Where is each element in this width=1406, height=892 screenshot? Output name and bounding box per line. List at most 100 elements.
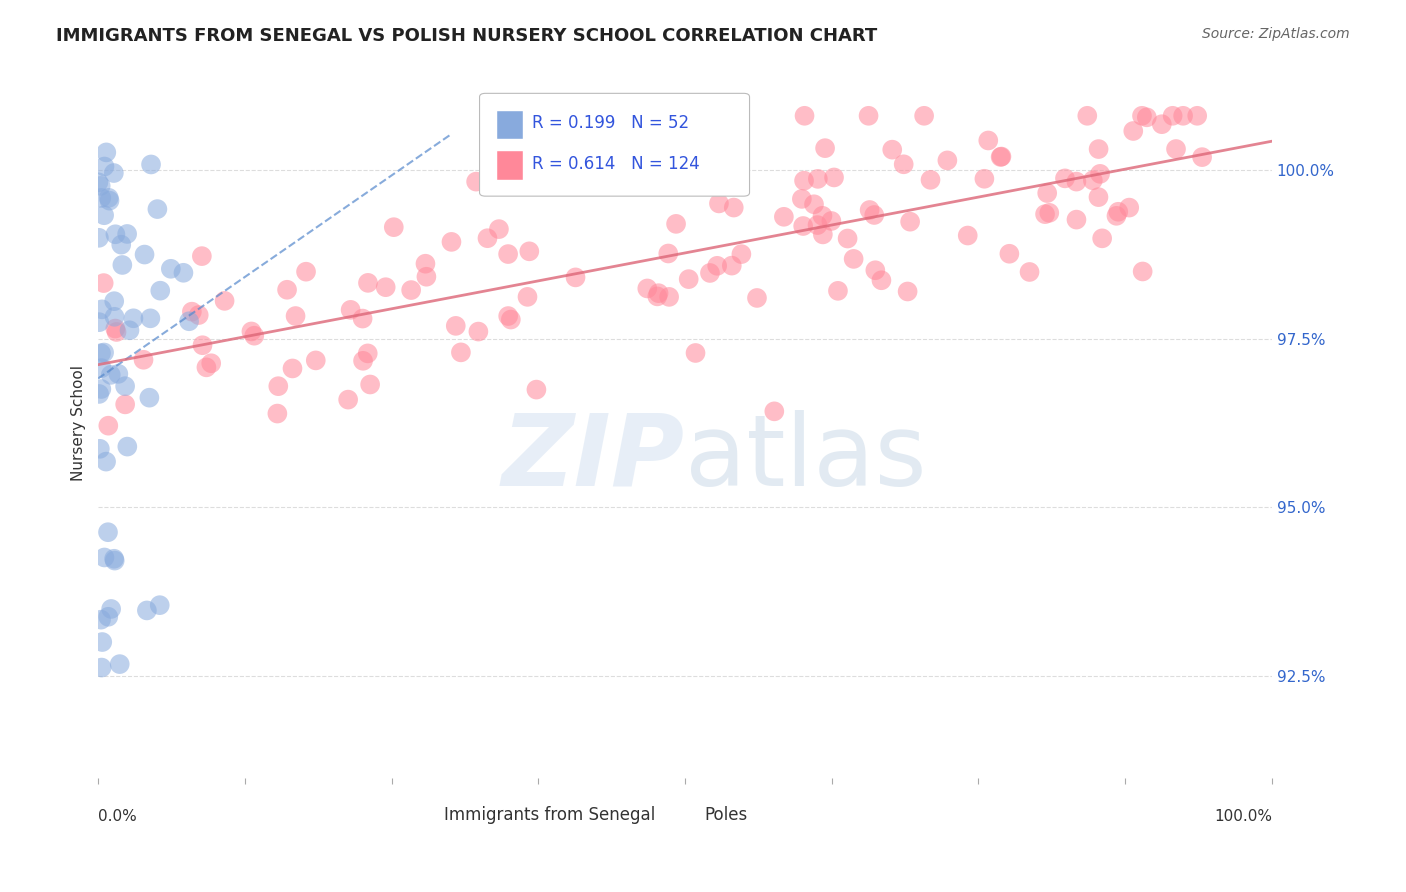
- Point: [773, 210, 796, 224]
- Point: [104, 227, 127, 242]
- Point: [1161, 109, 1184, 123]
- Point: [118, 323, 141, 337]
- Point: [526, 383, 548, 397]
- Text: R = 0.199   N = 52: R = 0.199 N = 52: [533, 114, 689, 132]
- Point: [859, 202, 882, 217]
- Point: [135, 603, 157, 617]
- Point: [658, 290, 681, 304]
- Point: [90, 178, 112, 193]
- Point: [1018, 265, 1040, 279]
- Point: [973, 171, 995, 186]
- Point: [90, 660, 112, 674]
- Point: [564, 270, 586, 285]
- Point: [89, 442, 111, 456]
- Text: ZIP: ZIP: [502, 410, 685, 507]
- Point: [499, 312, 522, 326]
- Point: [93, 345, 115, 359]
- Point: [305, 353, 328, 368]
- Point: [730, 247, 752, 261]
- Point: [89, 315, 111, 329]
- Point: [87, 231, 110, 245]
- Point: [103, 166, 125, 180]
- Point: [1036, 186, 1059, 200]
- Point: [104, 553, 127, 567]
- Point: [1185, 109, 1208, 123]
- Point: [516, 290, 538, 304]
- Point: [1081, 173, 1104, 187]
- Point: [1053, 171, 1076, 186]
- Point: [138, 391, 160, 405]
- Point: [115, 227, 138, 241]
- Point: [90, 346, 112, 360]
- Point: [956, 228, 979, 243]
- Point: [195, 360, 218, 375]
- Point: [191, 249, 214, 263]
- Point: [295, 265, 318, 279]
- Point: [149, 284, 172, 298]
- Point: [793, 174, 815, 188]
- Point: [111, 258, 134, 272]
- Point: [977, 133, 1000, 147]
- Point: [1091, 231, 1114, 245]
- Point: [117, 440, 139, 454]
- Point: [1088, 167, 1111, 181]
- Point: [91, 302, 114, 317]
- Text: Immigrants from Senegal: Immigrants from Senegal: [444, 805, 655, 823]
- Point: [1136, 111, 1159, 125]
- Point: [180, 304, 202, 318]
- Point: [811, 209, 834, 223]
- Point: [1087, 190, 1109, 204]
- Point: [97, 609, 120, 624]
- Point: [357, 346, 380, 360]
- Point: [707, 196, 730, 211]
- Point: [97, 191, 120, 205]
- Point: [806, 218, 828, 232]
- Point: [827, 284, 849, 298]
- Point: [837, 231, 859, 245]
- Point: [187, 308, 209, 322]
- Text: 100.0%: 100.0%: [1213, 809, 1272, 824]
- Point: [657, 246, 679, 260]
- Point: [745, 291, 768, 305]
- Point: [98, 194, 121, 208]
- Point: [1130, 109, 1153, 123]
- Point: [870, 273, 893, 287]
- Point: [647, 289, 669, 303]
- Text: R = 0.614   N = 124: R = 0.614 N = 124: [533, 155, 700, 173]
- Point: [104, 321, 127, 335]
- Point: [107, 367, 129, 381]
- Point: [382, 220, 405, 235]
- Y-axis label: Nursery School: Nursery School: [72, 365, 86, 481]
- Point: [1105, 209, 1128, 223]
- Point: [1122, 124, 1144, 138]
- Point: [823, 170, 845, 185]
- Point: [352, 311, 374, 326]
- Point: [132, 352, 155, 367]
- Point: [87, 175, 110, 189]
- Point: [90, 191, 112, 205]
- Point: [337, 392, 360, 407]
- Point: [359, 377, 381, 392]
- Point: [94, 454, 117, 468]
- Point: [240, 325, 263, 339]
- Point: [90, 613, 112, 627]
- Point: [90, 361, 112, 376]
- Point: [1118, 201, 1140, 215]
- Point: [665, 217, 688, 231]
- Point: [1076, 109, 1098, 123]
- Bar: [498, 152, 523, 180]
- Point: [93, 160, 115, 174]
- Point: [920, 173, 942, 187]
- Point: [139, 157, 162, 171]
- Point: [1164, 142, 1187, 156]
- Bar: [498, 112, 523, 139]
- Point: [93, 550, 115, 565]
- Point: [685, 346, 707, 360]
- Bar: [406, 816, 433, 841]
- Point: [103, 310, 125, 324]
- Point: [863, 208, 886, 222]
- Point: [266, 407, 288, 421]
- Point: [200, 356, 222, 370]
- Point: [191, 338, 214, 352]
- Text: 0.0%: 0.0%: [98, 809, 136, 824]
